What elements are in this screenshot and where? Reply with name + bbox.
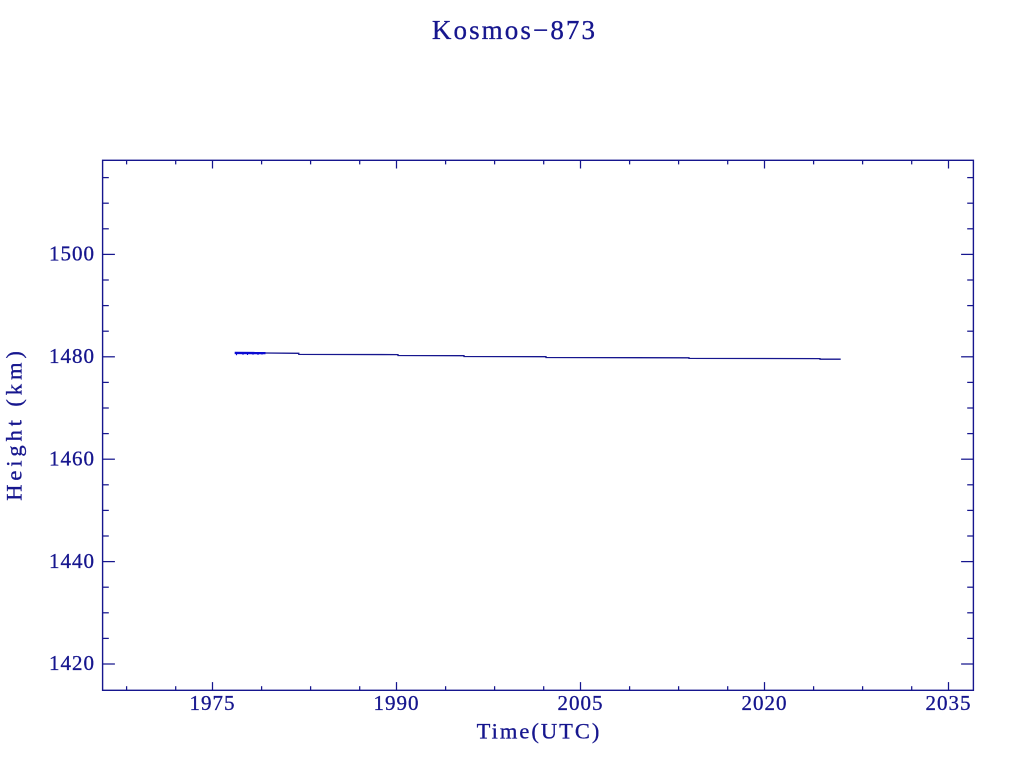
svg-text:Height (km): Height (km) [2, 347, 27, 501]
svg-text:1420: 1420 [49, 651, 95, 675]
svg-text:1975: 1975 [190, 691, 236, 715]
svg-text:1480: 1480 [49, 344, 95, 368]
svg-text:Kosmos−873: Kosmos−873 [432, 15, 597, 45]
svg-text:2005: 2005 [558, 691, 604, 715]
svg-text:1440: 1440 [49, 549, 95, 573]
svg-text:1460: 1460 [49, 446, 95, 470]
svg-text:2020: 2020 [742, 691, 788, 715]
svg-text:2035: 2035 [926, 691, 972, 715]
svg-text:1500: 1500 [49, 242, 95, 266]
svg-text:Time(UTC): Time(UTC) [477, 719, 602, 744]
svg-text:1990: 1990 [374, 691, 420, 715]
